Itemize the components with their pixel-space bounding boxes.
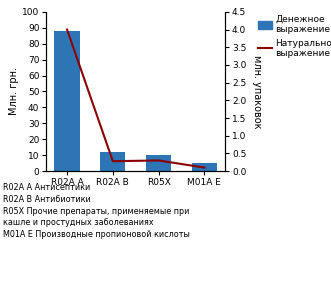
Bar bbox=[55, 31, 80, 171]
Bar bbox=[100, 152, 125, 171]
Bar bbox=[192, 163, 217, 171]
Bar bbox=[146, 155, 171, 171]
Y-axis label: Млн. грн.: Млн. грн. bbox=[9, 68, 20, 115]
Text: R02A A Антисептики
R02A B Антибиотики
R05X Прочие препараты, применяемые при
каш: R02A A Антисептики R02A B Антибиотики R0… bbox=[3, 183, 190, 239]
Y-axis label: млн. упаковок: млн. упаковок bbox=[252, 55, 262, 128]
Legend: Денежное
выражение, Натуральное
выражение: Денежное выражение, Натуральное выражени… bbox=[257, 13, 331, 60]
